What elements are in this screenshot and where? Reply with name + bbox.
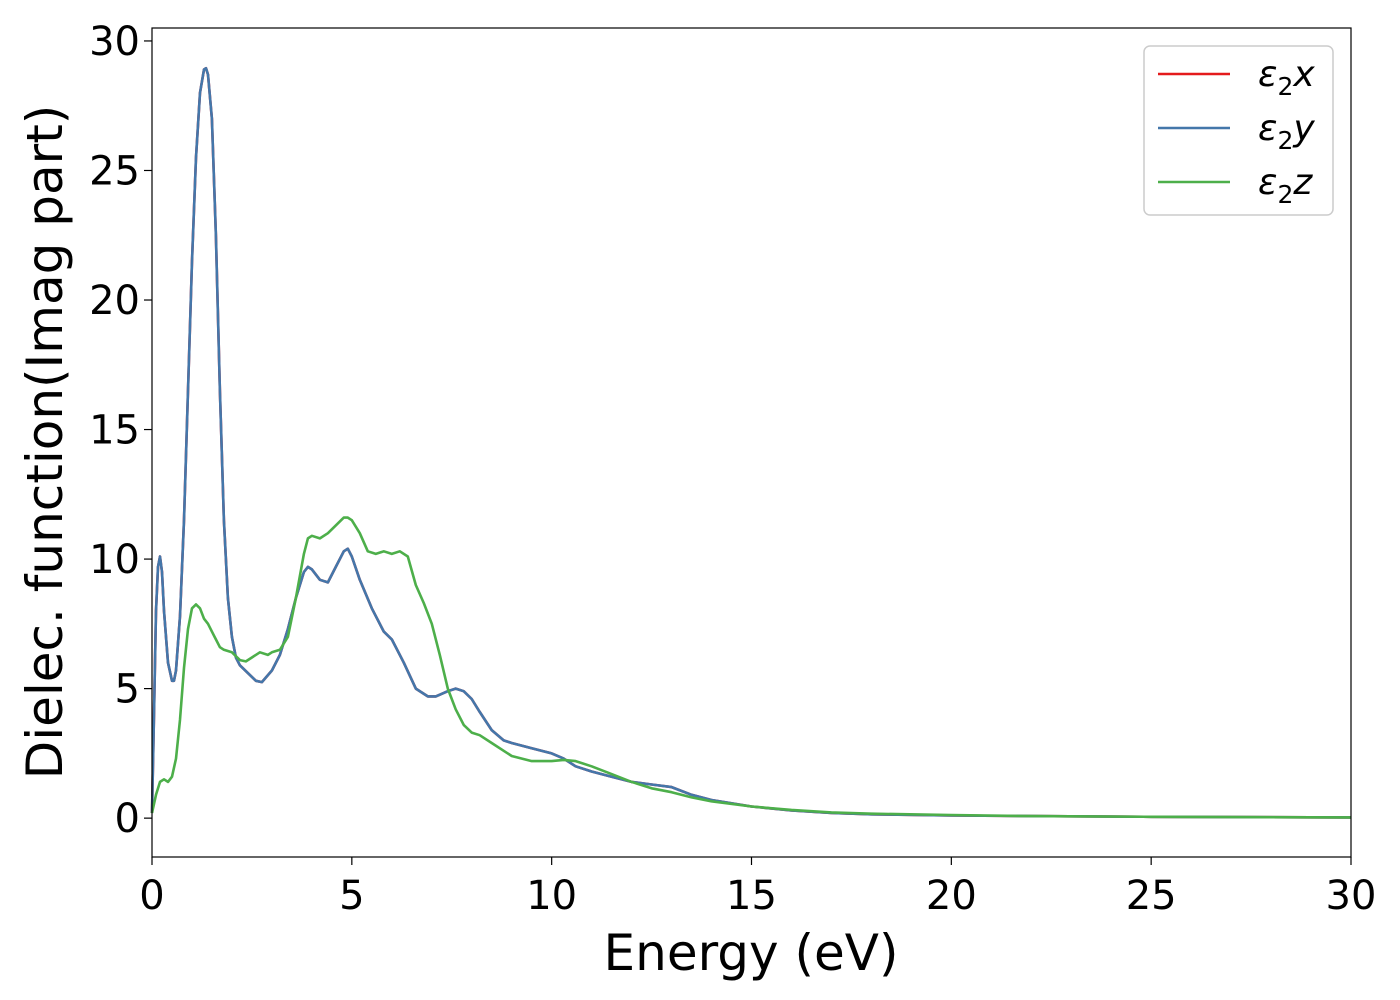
y-tick-label: 30 [89,19,140,65]
series-line-z [150,516,1352,819]
y-tick-label: 20 [89,278,140,324]
x-tick-label: 30 [1326,873,1377,919]
legend-label-z: ε2z [1258,162,1313,209]
x-tick-label: 5 [339,873,364,919]
y-tick-label: 10 [89,537,140,583]
x-axis: 0 5 10 15 20 25 30 [139,857,1376,919]
x-axis-label: Energy (eV) [604,924,899,982]
x-tick-label: 10 [526,873,577,919]
x-tick-label: 0 [139,873,164,919]
x-tick-label: 20 [926,873,977,919]
legend-box [1143,45,1334,216]
y-tick-label: 15 [89,408,140,454]
x-tick-label: 25 [1126,873,1177,919]
legend-label-y: ε2y [1258,108,1315,155]
plot-area [150,66,1352,819]
y-axis-label: Dielec. function(Imag part) [16,105,74,780]
x-tick-label: 15 [726,873,777,919]
legend: ε2x ε2y ε2z [1143,45,1334,216]
y-tick-label: 0 [115,796,140,842]
y-tick-label: 25 [89,148,140,194]
legend-label-x: ε2x [1258,54,1315,101]
y-axis: 0 5 10 15 20 25 30 [89,19,152,842]
y-tick-label: 5 [115,667,140,713]
